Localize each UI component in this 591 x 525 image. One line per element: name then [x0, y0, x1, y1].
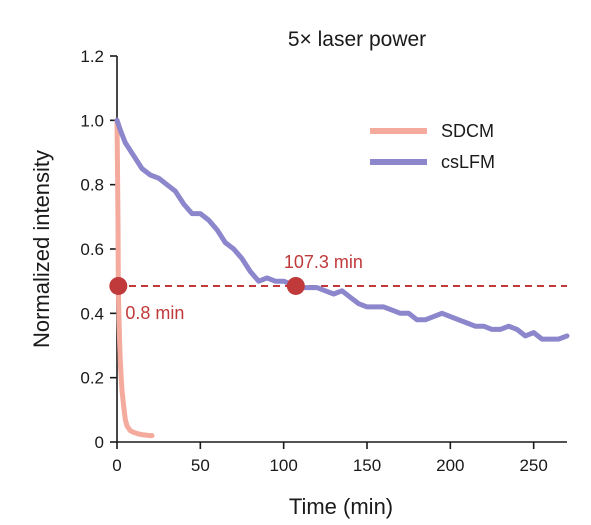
x-axis-label: Time (min) — [289, 494, 393, 519]
y-tick-label: 0 — [95, 433, 104, 452]
x-tick-label: 100 — [269, 456, 297, 475]
y-tick-label: 0.4 — [80, 304, 104, 323]
x-tick-label: 150 — [353, 456, 381, 475]
half-life-marker — [286, 276, 305, 295]
legend-label: SDCM — [441, 121, 494, 141]
series-layer — [114, 117, 570, 439]
x-tick-label: 0 — [112, 456, 121, 475]
x-tick-label: 50 — [191, 456, 210, 475]
x-axis-ticks: 0 50 100 150 200 250 — [112, 442, 548, 475]
y-tick-label: 0.6 — [80, 240, 104, 259]
series-line-cslfm — [114, 117, 570, 342]
y-axis-label: Normalized intensity — [29, 150, 54, 348]
chart-title: 5× laser power — [288, 28, 426, 51]
y-axis-ticks: 0 0.2 0.4 0.6 0.8 1.0 1.2 — [80, 47, 117, 452]
half-life-marker — [109, 276, 128, 295]
half-life-label: 107.3 min — [284, 252, 363, 272]
legend: SDCM csLFM — [370, 121, 495, 172]
marker-layer: 0.8 min 107.3 min — [109, 252, 363, 323]
x-tick-label: 250 — [519, 456, 547, 475]
y-tick-label: 1.0 — [80, 111, 104, 130]
legend-label: csLFM — [441, 152, 495, 172]
half-life-label: 0.8 min — [125, 303, 184, 323]
x-tick-label: 200 — [436, 456, 464, 475]
y-tick-label: 0.2 — [80, 369, 104, 388]
y-tick-label: 1.2 — [80, 47, 104, 66]
y-tick-label: 0.8 — [80, 176, 104, 195]
